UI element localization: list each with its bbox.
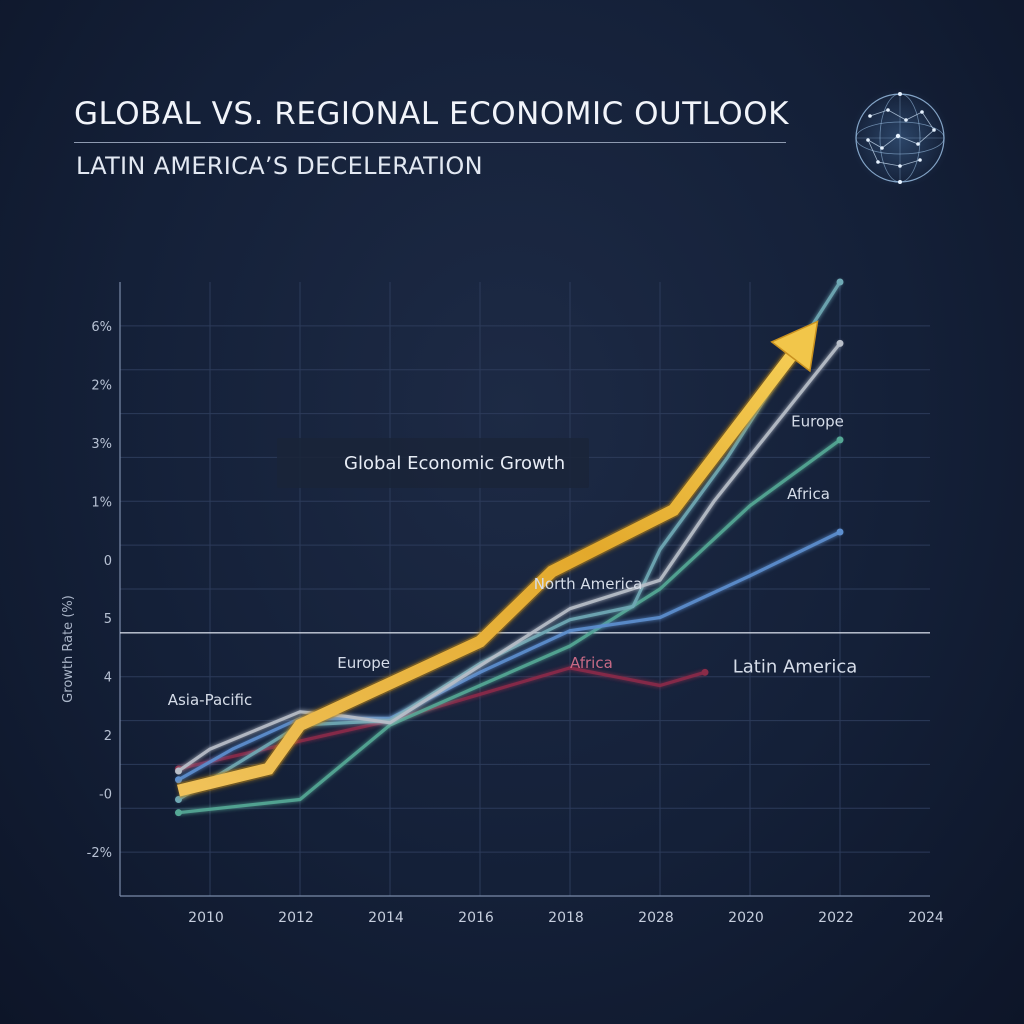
series-line-asia_pacific <box>176 341 842 773</box>
x-tick-label: 2022 <box>818 910 854 926</box>
series-annotation: Africa <box>570 654 613 672</box>
series-endpoint-asia_pacific <box>836 339 844 347</box>
series-endpoint-latin_america <box>701 668 709 676</box>
series-line-latin_america <box>176 666 707 771</box>
series-annotation: Latin America <box>733 656 858 677</box>
legend-label: Global Economic Growth <box>344 453 565 474</box>
y-tick-label: -2% <box>87 846 112 861</box>
series-startpoint-asia_pacific <box>175 767 182 775</box>
x-tick-label: 2028 <box>638 910 674 926</box>
series-annotation: Europe <box>791 413 844 431</box>
y-tick-label: -0 <box>99 788 112 803</box>
global-arrow-head <box>770 320 819 373</box>
y-tick-label: 2 <box>104 729 112 744</box>
y-tick-label: 2% <box>91 378 112 393</box>
title-divider <box>74 142 786 143</box>
x-tick-label: 2020 <box>728 910 764 926</box>
series-line-europe_teal <box>176 280 842 802</box>
series-annotation: Africa <box>787 485 830 503</box>
series-endpoint-africa_green <box>836 436 844 444</box>
x-tick-label: 2010 <box>188 910 224 926</box>
series-annotation: Europe <box>337 654 390 672</box>
series-line-north_america <box>176 530 842 782</box>
legend: Global Economic Growth <box>277 438 589 488</box>
x-tick-label: 2012 <box>278 910 314 926</box>
x-tick-label: 2014 <box>368 910 404 926</box>
series-endpoint-north_america <box>836 528 844 536</box>
y-tick-label: 3% <box>91 437 112 452</box>
x-tick-label: 2016 <box>458 910 494 926</box>
y-tick-label: 6% <box>91 320 112 335</box>
series-lines <box>175 278 844 817</box>
series-startpoint-africa_green <box>175 809 182 817</box>
series-startpoint-north_america <box>175 776 182 784</box>
series-annotations: Asia-Pacific Europe North America Africa Lat… <box>168 413 858 709</box>
series-endpoint-europe_teal <box>836 278 844 286</box>
y-axis-label: Growth Rate (%) <box>61 595 76 703</box>
y-tick-label: 1% <box>91 495 112 510</box>
y-tick-label: 0 <box>104 554 112 569</box>
grid <box>120 282 930 896</box>
global-arrow-shaft <box>177 341 805 797</box>
chart-title: GLOBAL VS. REGIONAL ECONOMIC OUTLOOK <box>74 96 789 132</box>
globe-network-icon <box>850 88 950 188</box>
legend-box <box>277 438 589 488</box>
chart-subtitle: LATIN AMERICA’S DECELERATION <box>76 152 483 180</box>
y-tick-label: 4 <box>104 671 112 686</box>
x-tick-label: 2024 <box>908 910 944 926</box>
series-annotation: Asia-Pacific <box>168 691 253 709</box>
x-tick-label: 2018 <box>548 910 584 926</box>
series-annotation: North America <box>534 575 643 593</box>
y-tick-label: 5 <box>104 612 112 627</box>
series-line-africa_green <box>176 438 842 815</box>
axes: 6% 2% 3% 1% 0 5 4 2 -0 -2% 2010 2012 2014 2016 2018 202… <box>61 282 944 926</box>
